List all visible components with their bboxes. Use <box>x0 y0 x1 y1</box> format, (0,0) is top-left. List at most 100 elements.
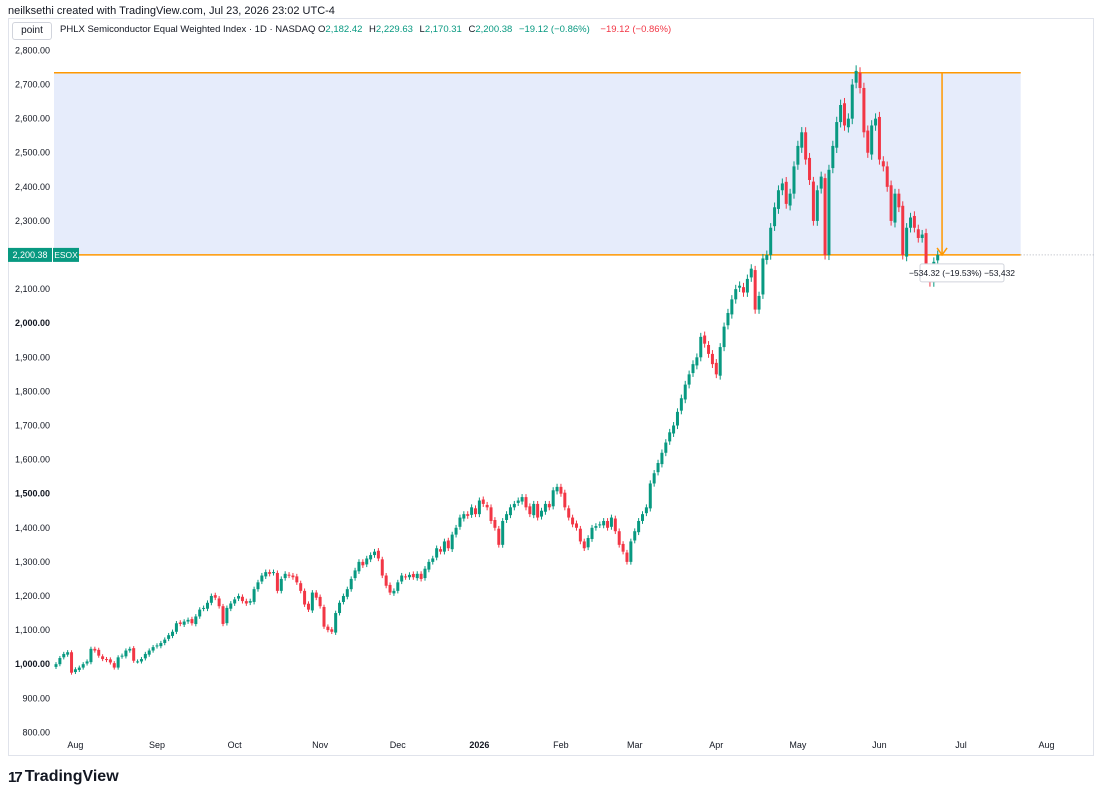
y-tick-label: 1,000.00 <box>15 659 50 669</box>
symbol-tag-label: ESOX <box>54 250 78 260</box>
candle-body <box>205 602 209 609</box>
candle-body <box>703 335 707 344</box>
brand-name: TradingView <box>24 768 119 785</box>
candle-body <box>357 561 361 572</box>
candle-body <box>159 643 163 647</box>
candle-body <box>462 514 466 519</box>
candle-body <box>341 595 345 602</box>
candle-body <box>695 357 699 366</box>
candle-body <box>202 607 206 609</box>
measure-label: −534.32 (−19.53%) −53,432 <box>909 268 1015 278</box>
candle-body <box>295 576 299 583</box>
symbol-tag <box>53 247 79 262</box>
candle-body <box>854 70 858 83</box>
candle-body <box>365 558 369 565</box>
candle-body <box>714 362 718 375</box>
candle-body <box>477 500 481 515</box>
candle-body <box>132 648 136 661</box>
candle-body <box>924 233 928 276</box>
candle-body <box>512 503 516 508</box>
candle-body <box>532 503 536 516</box>
legend-high: 2,229.63 <box>375 24 413 35</box>
candle-body <box>520 497 524 502</box>
y-tick-label: 1,800.00 <box>15 386 50 396</box>
candle-body <box>629 541 633 562</box>
candle-body <box>171 631 175 636</box>
legend-c-label: C <box>468 24 476 35</box>
candle-body <box>753 270 757 310</box>
y-tick-label: 900.00 <box>22 693 50 703</box>
candle-body <box>481 499 485 504</box>
candle-body <box>598 524 602 526</box>
candle-body <box>815 190 819 221</box>
candle-body <box>466 514 470 516</box>
candle-body <box>435 548 439 558</box>
y-tick-label: 2,300.00 <box>15 216 50 226</box>
candle-body <box>89 648 93 663</box>
candle-body <box>551 490 555 507</box>
candle-body <box>916 229 920 238</box>
symbol-input[interactable]: point <box>12 22 52 40</box>
candle-body <box>644 507 648 514</box>
candle-body <box>291 575 295 578</box>
y-tick-label: 1,900.00 <box>15 352 50 362</box>
tradingview-logo-icon: 17 <box>8 768 23 786</box>
candle-body <box>306 603 310 610</box>
y-tick-label: 2,000.00 <box>15 318 50 328</box>
chart-credit: neilksethi created with TradingView.com,… <box>8 5 335 17</box>
candle-body <box>167 635 171 639</box>
candle-body <box>501 520 505 545</box>
candle-body <box>244 601 248 604</box>
candle-body <box>516 500 520 503</box>
candle-body <box>330 629 334 632</box>
candle-body <box>458 517 462 527</box>
candle-body <box>120 655 124 657</box>
candle-body <box>656 463 660 473</box>
candle-body <box>454 527 458 535</box>
candle-body <box>765 255 769 260</box>
candle-body <box>93 648 97 651</box>
x-tick-label: Sep <box>149 740 165 750</box>
legend-change: −19.12 (−0.86%) <box>518 24 590 35</box>
candle-body <box>862 87 866 133</box>
candle-body <box>524 497 528 508</box>
candle-body <box>310 592 314 611</box>
candle-body <box>668 432 672 442</box>
candle-body <box>489 507 493 521</box>
tradingview-logo[interactable]: 17 TradingView <box>8 768 119 786</box>
candle-body <box>912 215 916 228</box>
candle-body <box>648 483 652 509</box>
candle-body <box>641 514 645 521</box>
candle-body <box>699 336 703 358</box>
candle-body <box>70 652 74 673</box>
candle-body <box>823 178 827 256</box>
candle-body <box>450 534 454 550</box>
candle-body <box>734 289 738 300</box>
candle-body <box>221 606 225 624</box>
candle-body <box>287 574 291 576</box>
candle-body <box>442 541 446 552</box>
candle-body <box>866 130 870 153</box>
candle-body <box>373 551 377 556</box>
candle-body <box>547 503 551 508</box>
candle-body <box>555 486 559 492</box>
candle-body <box>283 573 287 579</box>
candle-body <box>485 504 489 508</box>
candle-body <box>256 582 260 590</box>
candle-body <box>73 669 77 673</box>
chart-panel[interactable] <box>8 18 1094 756</box>
candle-body <box>609 517 613 527</box>
candle-body <box>58 658 62 665</box>
candle-body <box>889 185 893 221</box>
candle-body <box>213 595 217 598</box>
candle-body <box>174 623 178 632</box>
candle-body <box>198 609 202 617</box>
ohlc-legend: PHLX Semiconductor Equal Weighted Index … <box>60 24 671 35</box>
candle-body <box>874 118 878 126</box>
candle-body <box>128 648 132 651</box>
candle-body <box>897 193 901 208</box>
candle-body <box>679 398 683 411</box>
candle-body <box>563 492 567 508</box>
legend-low: 2,170.31 <box>424 24 462 35</box>
